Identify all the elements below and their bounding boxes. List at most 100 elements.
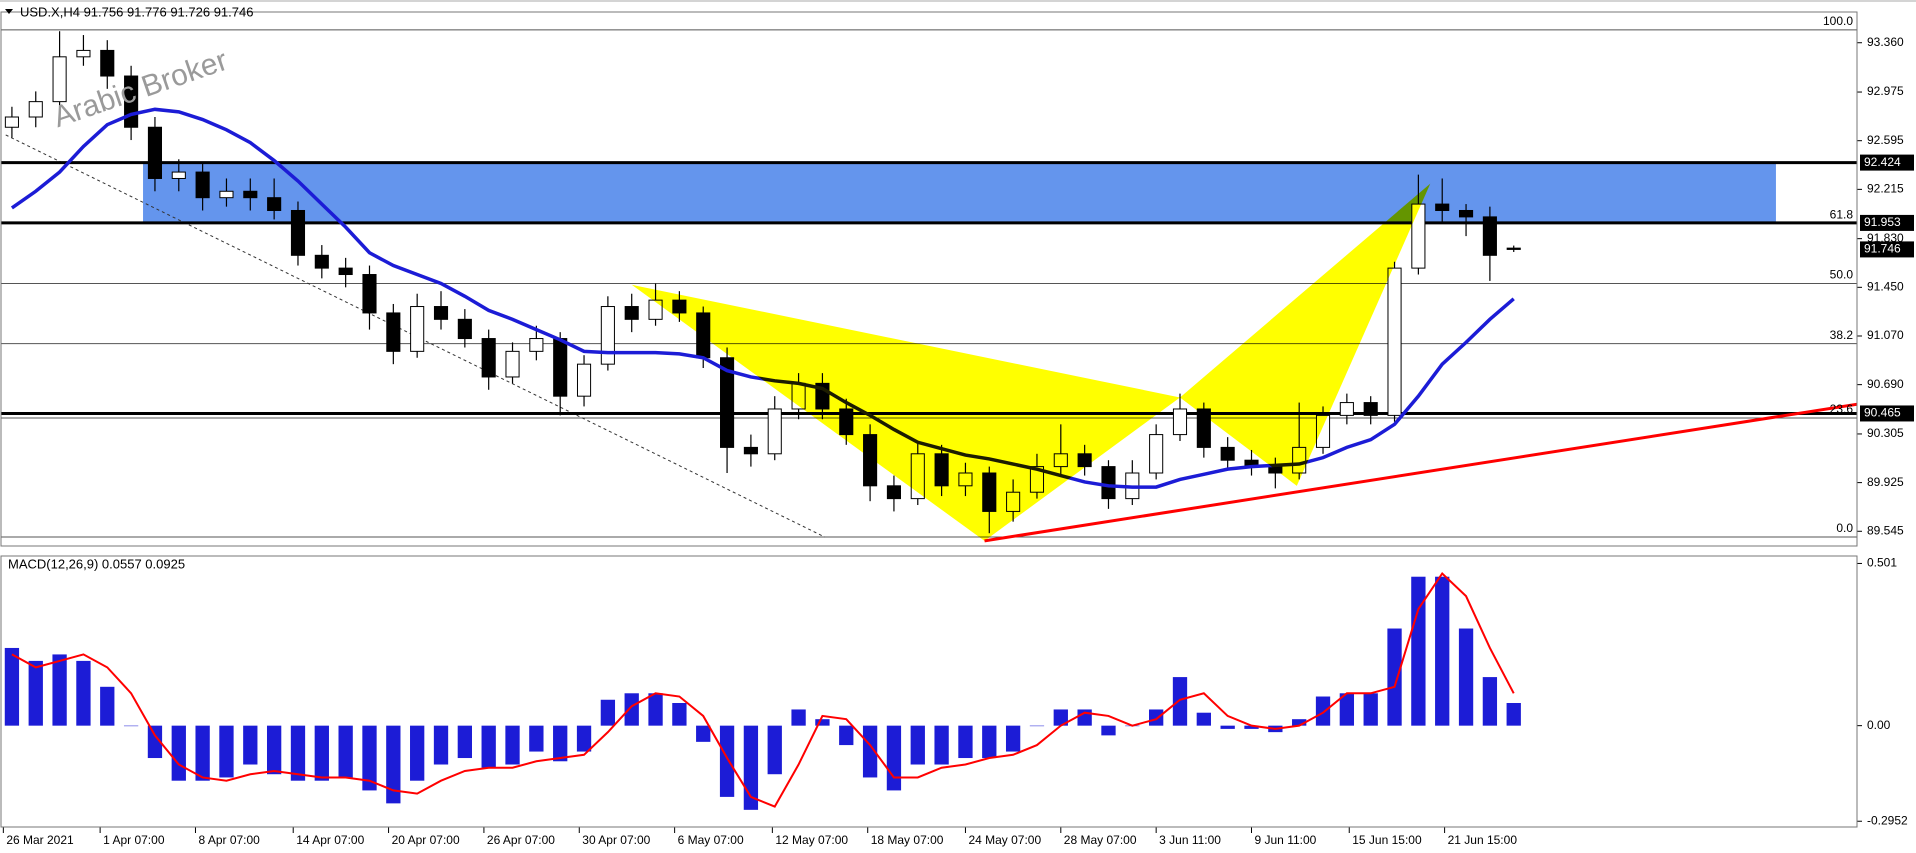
price-panel (1, 29, 1857, 543)
x-tick-label: 6 May 07:00 (678, 833, 744, 847)
macd-bar (886, 725, 902, 791)
candle-body (1149, 434, 1164, 474)
macd-bar (76, 660, 91, 726)
candle-body (219, 190, 234, 199)
fib-label: 61.8 (1830, 207, 1854, 221)
macd-bar (1411, 576, 1426, 726)
macd-bar (1315, 696, 1331, 726)
x-tick-label: 28 May 07:00 (1064, 833, 1137, 847)
candle-body (624, 306, 639, 320)
candle-body (1363, 402, 1378, 416)
macd-bar (1149, 709, 1164, 726)
fib-label: 0.0 (1836, 521, 1853, 535)
macd-bar (934, 725, 949, 765)
macd-bar (123, 725, 139, 727)
macd-bar (100, 686, 115, 726)
candle-body (267, 197, 282, 211)
candle-body (767, 408, 782, 455)
macd-bar (386, 725, 401, 804)
candle-body (457, 318, 472, 340)
macd-bar (648, 693, 663, 726)
macd-bar (1458, 628, 1474, 726)
current-price: 91.746 (1864, 242, 1901, 256)
macd-bar (219, 725, 234, 778)
macd-bar (171, 725, 186, 781)
candle-body (52, 56, 67, 103)
macd-bar (862, 725, 878, 778)
macd-bar (362, 725, 377, 791)
macd-bar (433, 725, 449, 765)
price-frame (0, 11, 1858, 547)
y-tick-label: 89.545 (1867, 523, 1904, 537)
candle-body (433, 306, 449, 320)
macd-bar (4, 647, 20, 726)
macd-y-tick-label: 0.00 (1867, 718, 1891, 732)
x-tick-label: 21 Jun 15:00 (1448, 833, 1518, 847)
candle-body (290, 209, 306, 256)
macd-bar (576, 725, 592, 752)
y-tick-label: 92.215 (1867, 182, 1904, 196)
macd-bar (1101, 725, 1116, 736)
macd-bar (1435, 576, 1450, 726)
menu-arrow[interactable] (5, 9, 13, 14)
candle-body (386, 312, 401, 352)
macd-bar (815, 719, 830, 726)
macd-bar (982, 725, 997, 759)
macd-bar (266, 725, 282, 775)
macd-bar (1172, 677, 1188, 726)
current-price-box (1860, 241, 1914, 258)
level-label-box (1860, 214, 1914, 231)
harmonic-bcd (1179, 183, 1431, 486)
y-tick-label: 90.690 (1867, 377, 1904, 391)
trendline (984, 402, 1857, 543)
macd-y-tick-label: 0.501 (1867, 556, 1897, 570)
candle-body (1220, 446, 1235, 461)
macd-frame (0, 555, 1858, 828)
candle-body (600, 306, 615, 365)
macd-bar (243, 725, 258, 765)
macd-title: MACD(12,26,9) 0.0557 0.0925 (8, 556, 185, 571)
fib-label: 23.6 (1830, 402, 1854, 416)
macd-bar (1053, 709, 1068, 726)
candle-body (505, 350, 520, 378)
macd-bar (743, 725, 759, 810)
x-tick-label: 3 Jun 11:00 (1159, 833, 1221, 847)
x-tick-label: 26 Mar 2021 (6, 833, 74, 847)
candle-body (481, 338, 496, 378)
candle-body (4, 116, 19, 128)
macd-bar (481, 725, 496, 768)
macd-bar (505, 725, 520, 765)
macd-bar (600, 699, 616, 726)
macd-bar (624, 693, 639, 726)
y-tick-label: 92.595 (1867, 133, 1904, 147)
candle-body (886, 485, 901, 500)
macd-bar (1005, 725, 1021, 752)
candle-body (1339, 402, 1354, 416)
x-tick-label: 12 May 07:00 (775, 833, 848, 847)
x-tick-label: 8 Apr 07:00 (198, 833, 260, 847)
macd-bar (457, 725, 472, 759)
macd-bar (314, 725, 329, 781)
y-tick-label: 93.360 (1867, 35, 1904, 49)
y-tick-label: 91.450 (1867, 279, 1904, 293)
candle-body (28, 101, 43, 118)
candle-body (76, 49, 91, 58)
macd-bar (1506, 702, 1521, 726)
level-label: 90.465 (1864, 406, 1901, 420)
candle-body (338, 267, 353, 276)
candle-body (576, 363, 592, 397)
macd-bar (553, 725, 568, 762)
macd-bar (910, 725, 925, 765)
fib-label: 38.2 (1830, 328, 1854, 342)
x-tick-label: 24 May 07:00 (968, 833, 1041, 847)
x-tick-label: 18 May 07:00 (871, 833, 944, 847)
candle-body (720, 357, 735, 448)
candle-body (195, 171, 210, 199)
macd-bar (696, 725, 711, 742)
chart-title: USD.X,H4 91.756 91.776 91.726 91.746 (20, 4, 253, 19)
x-tick-label: 15 Jun 15:00 (1352, 833, 1422, 847)
macd-bar (290, 725, 306, 781)
level-label: 92.424 (1864, 155, 1901, 169)
macd-bar (1292, 719, 1307, 726)
